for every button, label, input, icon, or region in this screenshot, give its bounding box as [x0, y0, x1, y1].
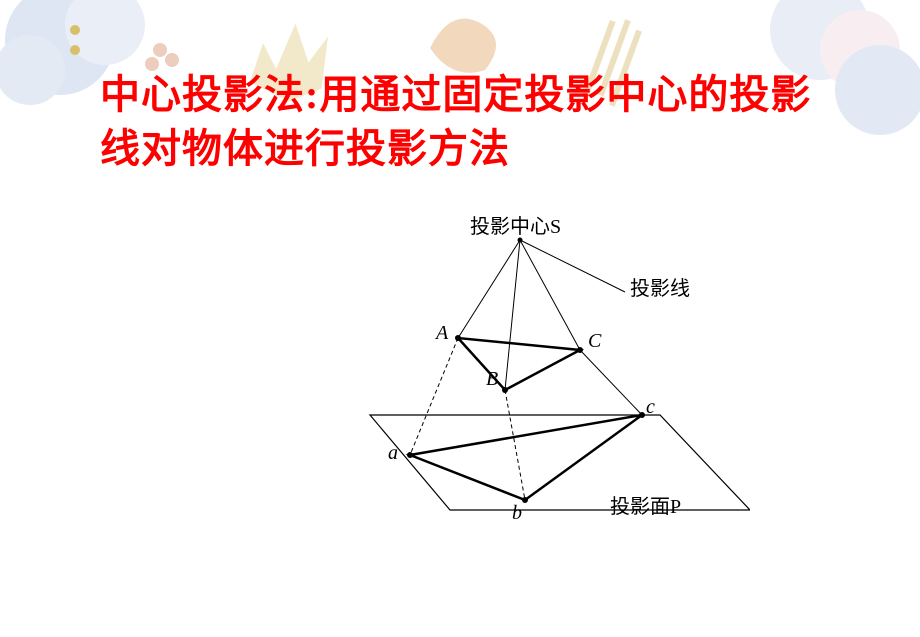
label-B: B [486, 368, 498, 391]
bullet-decor [70, 45, 80, 55]
label-C: C [588, 330, 601, 353]
label-center: 投影中心S [470, 210, 561, 239]
label-b: b [512, 502, 522, 525]
bullet-decor [70, 25, 80, 35]
label-plane: 投影面P [610, 490, 681, 519]
label-A: A [436, 322, 448, 345]
label-c: c [646, 396, 655, 419]
label-ray: 投影线 [630, 272, 690, 301]
label-a: a [388, 442, 398, 465]
projection-diagram: 投影中心S 投影线 投影面P A B C a b c [290, 210, 750, 550]
slide-heading: 中心投影法:用通过固定投影中心的投影线对物体进行投影方法 [100, 68, 820, 176]
